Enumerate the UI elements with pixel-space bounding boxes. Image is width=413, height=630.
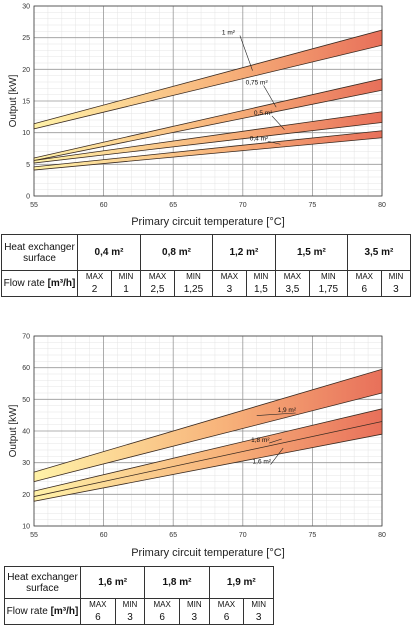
y-tick-label: 25: [22, 35, 30, 42]
table1-min-2: MIN: [245, 270, 276, 284]
y-tick-label: 20: [22, 492, 30, 499]
table1-maxval-1: 2,5: [140, 283, 175, 297]
table1-maxval-2: 3: [211, 283, 247, 297]
band-label: 0,75 m²: [246, 80, 269, 87]
table1-flow-label: Flow rate [m³/h]: [1, 270, 78, 297]
x-tick-label: 65: [169, 532, 177, 539]
band-label: 1 m²: [222, 30, 236, 37]
table2-maxval-2: 6: [208, 611, 245, 625]
table1-surface-2: 1,2 m²: [211, 234, 276, 271]
band-1: [33, 78, 383, 162]
y-tick-label: 15: [22, 99, 30, 106]
x-tick-label: 70: [239, 202, 247, 209]
x-axis-label: Primary circuit temperature [°C]: [131, 547, 285, 559]
table2-surface-0: 1,6 m²: [79, 566, 146, 599]
y-tick-label: 20: [22, 67, 30, 74]
table1-minval-2: 1,5: [245, 283, 276, 297]
x-tick-label: 60: [100, 202, 108, 209]
x-axis-label: Primary circuit temperature [°C]: [131, 216, 285, 228]
x-tick-label: 70: [239, 532, 247, 539]
x-tick-label: 65: [169, 202, 177, 209]
band-label: 0,5 m²: [254, 110, 273, 117]
y-axis-label: Output [kW]: [8, 404, 19, 457]
band-3: [33, 130, 383, 171]
band-2: [33, 421, 383, 502]
chart-1: 55 60 65 70 75 80 0 5 10 15 20 25 30 1 m² 0,75 m² 0,5 m…: [8, 4, 386, 229]
x-tick-label: 80: [378, 532, 386, 539]
table1-maxval-3: 3,5: [274, 283, 310, 297]
x-tick-label: 55: [30, 202, 38, 209]
table2-minval-0: 3: [114, 611, 146, 625]
y-tick-label: 0: [26, 194, 30, 201]
band-label: 1,6 m²: [253, 459, 272, 466]
band-label-leader: [239, 35, 253, 71]
table1-minval-0: 1: [110, 283, 142, 297]
band-label: 1,8 m²: [251, 437, 270, 444]
y-tick-label: 30: [22, 4, 30, 11]
table1-min-3: MIN: [308, 270, 348, 284]
band-label: 0,4 m²: [250, 135, 269, 142]
band-label: 1,9 m²: [278, 407, 297, 414]
y-axis-label: Output [kW]: [8, 74, 19, 127]
flow-rate-table-2: Heat exchanger surface 1,6 m² 1,8 m² 1,9…: [4, 566, 275, 625]
table1-minval-4: 3: [380, 283, 412, 297]
band-2: [33, 111, 383, 164]
table1-header-label: Heat exchanger surface: [1, 234, 78, 271]
x-tick-label: 60: [100, 532, 108, 539]
y-tick-label: 10: [22, 130, 30, 137]
y-tick-label: 30: [22, 460, 30, 467]
plot-frame: [33, 5, 383, 197]
table2-min-2: MIN: [243, 598, 274, 612]
table1-min-4: MIN: [380, 270, 412, 284]
table2-max-0: MAX: [80, 598, 116, 612]
x-tick-label: 75: [309, 532, 317, 539]
table2-flow-label: Flow rate [m³/h]: [4, 598, 81, 625]
table2-header-label: Heat exchanger surface: [4, 566, 81, 599]
table1-max-2: MAX: [211, 270, 247, 284]
y-tick-label: 60: [22, 365, 30, 372]
table1-min-0: MIN: [110, 270, 142, 284]
band-label-leader: [270, 447, 284, 465]
table1-max-3: MAX: [274, 270, 310, 284]
table1-max-4: MAX: [346, 270, 382, 284]
table1-minval-1: 1,25: [174, 283, 213, 297]
chart-2: 55 60 65 70 75 80 10 20 30 40 50 60 70 1,9 m² 1,8 m² 1,…: [8, 334, 386, 560]
y-tick-label: 70: [22, 334, 30, 341]
table1-maxval-4: 6: [346, 283, 382, 297]
y-tick-label: 50: [22, 397, 30, 404]
table2-max-1: MAX: [144, 598, 180, 612]
table1-surface-3: 1,5 m²: [274, 234, 348, 271]
band-0: [33, 29, 383, 130]
table1-maxval-0: 2: [77, 283, 112, 297]
table2-max-2: MAX: [208, 598, 245, 612]
y-tick-label: 5: [26, 162, 30, 169]
flow-rate-table-1: Heat exchanger surface 0,4 m² 0,8 m² 1,2…: [1, 234, 412, 297]
table1-surface-1: 0,8 m²: [140, 234, 213, 271]
table1-minval-3: 1,75: [308, 283, 348, 297]
table2-maxval-0: 6: [80, 611, 116, 625]
table1-surface-4: 3,5 m²: [346, 234, 412, 271]
table2-min-1: MIN: [179, 598, 210, 612]
x-tick-label: 75: [309, 202, 317, 209]
table2-min-0: MIN: [114, 598, 146, 612]
table2-surface-2: 1,9 m²: [208, 566, 275, 599]
table1-min-1: MIN: [174, 270, 213, 284]
table2-minval-1: 3: [179, 611, 210, 625]
table1-max-0: MAX: [77, 270, 112, 284]
band-0: [33, 368, 383, 483]
band-label-leader: [271, 115, 285, 130]
band-label-leader: [263, 85, 277, 108]
x-tick-label: 55: [30, 532, 38, 539]
table2-maxval-1: 6: [144, 611, 180, 625]
y-tick-label: 10: [22, 524, 30, 531]
y-tick-label: 40: [22, 429, 30, 436]
table2-minval-2: 3: [243, 611, 274, 625]
band-label-leader: [269, 438, 282, 444]
table1-max-1: MAX: [140, 270, 175, 284]
table2-surface-1: 1,8 m²: [144, 566, 210, 599]
x-tick-label: 80: [378, 202, 386, 209]
band-label-leader: [267, 140, 281, 145]
band-label-leader: [256, 412, 296, 416]
table1-surface-0: 0,4 m²: [76, 234, 142, 271]
